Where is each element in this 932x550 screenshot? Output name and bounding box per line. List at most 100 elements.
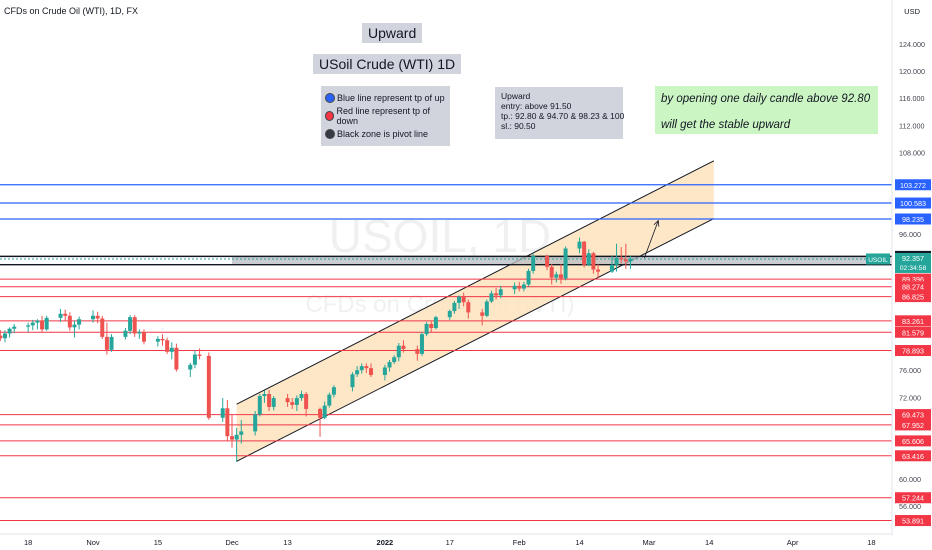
candle [628,255,633,269]
candle [63,309,68,322]
candle-body [220,408,225,418]
candle-body [623,259,628,262]
candle-body [165,340,170,352]
candle [494,287,499,300]
blue-level-tag-label: 98.235 [902,215,924,224]
candle-body [577,241,582,249]
candle [558,264,563,284]
candle [12,323,17,333]
channel-upper-line [236,160,715,405]
candle [30,319,35,331]
candle [415,345,420,361]
red-level-tag [895,315,931,327]
candle [457,295,462,309]
red-level-tag [895,515,931,527]
note-line: tp.: 92.80 & 94.70 & 98.23 & 100 [501,111,625,121]
price-tick-label: 116.000 [899,94,924,103]
candle [596,264,601,278]
red-level-tag-label: 63.416 [902,452,924,461]
candle-body [415,349,420,354]
candle-body [359,366,364,371]
candle-body [382,367,387,375]
annotation-subtitle[interactable]: USoil Crude (WTI) 1D [313,54,462,74]
chart-header: CFDs on Crude Oil (WTI), 1D, FX [4,6,139,16]
candle-body [424,323,429,335]
candle [582,241,587,268]
candle [396,343,401,362]
candle [364,363,369,373]
candle-body [331,387,336,395]
candle-body [466,302,471,313]
candle [447,309,452,320]
horizontal-levels [0,184,892,522]
trade-note-box[interactable]: Upward entry: above 91.50 tp.: 92.80 & 9… [495,87,625,139]
candle [155,336,160,347]
candle-body [26,325,31,327]
red-level-tag [895,450,931,462]
candle [100,315,105,339]
candle [433,315,438,330]
red-level-tag-label: 86.825 [902,293,924,302]
candle-body [35,320,40,323]
candle-body [614,258,619,265]
candle [188,362,193,377]
blue-level-tag [895,213,931,225]
candle [331,385,336,398]
time-tick-label: Dec [225,538,239,547]
red-level-tag-label: 53.891 [902,517,924,526]
time-tick-label: Nov [86,538,100,547]
note-line: sl.: 90.50 [501,121,536,131]
candle-body [387,362,392,368]
candle-body [285,398,290,403]
symbol-tag-label: USOIL [868,257,888,264]
candle [267,389,272,411]
channel-fill [236,160,714,462]
red-level-tag [895,291,931,303]
candle [253,411,258,436]
candle-body [58,313,63,318]
time-axis: 18 Nov 15 Dec 13 2022 17 Feb 14 Mar 14 Apr 18 [0,533,892,550]
blue-level-tag-label: 100.583 [900,199,926,208]
time-axis-background [0,533,892,550]
candle [7,327,12,338]
price-tick-label: 112.000 [899,121,924,130]
green-note-box[interactable]: by opening one daily candle above 92.80 … [655,86,878,134]
candle-body [489,293,494,302]
blue-level-tag-label: 103.272 [900,181,926,190]
blue-level-tag [895,179,931,191]
arrow-shaft [643,220,659,259]
time-tick-label: 18 [867,538,875,547]
candle-body [484,301,489,316]
current-price-label: 92.357 [902,254,924,263]
candle [0,330,3,341]
candle-body [596,269,601,272]
candle-body [160,338,165,341]
candle-body [364,366,369,369]
candle [586,249,591,267]
candle-body [457,296,462,303]
candle [563,246,568,281]
annotation-title[interactable]: Upward [362,23,423,43]
candle-body [392,357,397,363]
candle [480,309,485,326]
candle [160,334,165,346]
candle [382,364,387,381]
pivot-zone [232,256,892,265]
red-level-tag [895,419,931,431]
candle [554,271,559,283]
candle-body [30,322,35,326]
current-price-tag [895,252,931,273]
candle-body [494,293,499,296]
candle-body [327,394,332,406]
candle-body [447,311,452,318]
candle-body [558,274,563,279]
green-note-line: will get the stable upward [661,119,791,131]
candle-body [517,285,522,289]
candle-body [619,258,624,260]
candle-body [72,324,77,328]
legend-box[interactable]: Blue line represent tp of up Red line re… [321,86,450,146]
candle [318,407,323,437]
red-level-tag-label: 57.244 [902,494,924,503]
candle-body [67,315,72,328]
